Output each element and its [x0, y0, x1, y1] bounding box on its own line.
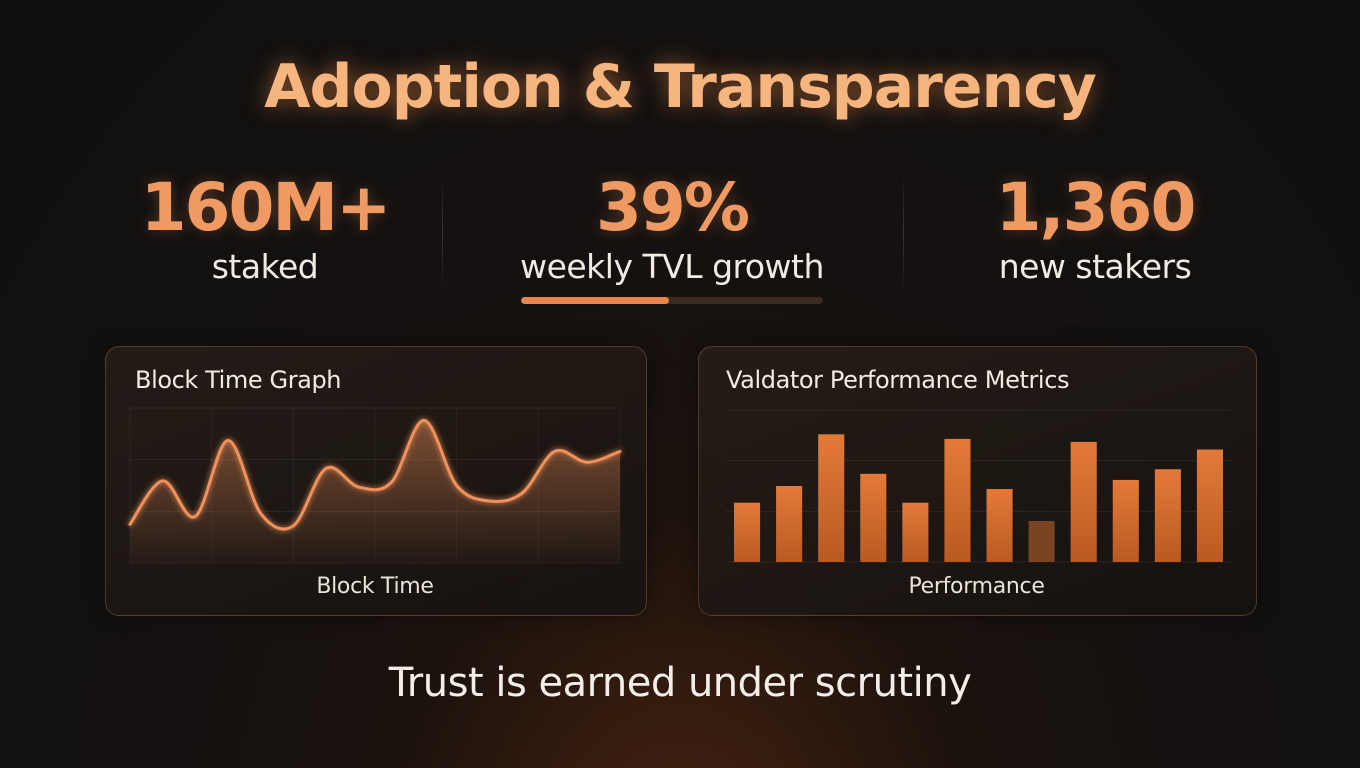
stat-divider-right: [903, 172, 904, 292]
validator-xlabel: Performance: [908, 574, 1045, 599]
page-title: Adoption & Transparency: [264, 52, 1097, 122]
tvl-progress-bar: [521, 297, 823, 304]
stat-staked: 160M+ staked: [115, 170, 415, 288]
stat-divider-left: [442, 172, 443, 292]
stat-tvl-growth: 39% weekly TVL growth: [472, 170, 872, 288]
block-time-area: [130, 420, 620, 563]
performance-bar-12: [1196, 449, 1224, 562]
tvl-progress-fill: [521, 297, 669, 304]
stat-label-new-stakers: new stakers: [998, 247, 1192, 286]
performance-bar-6: [944, 438, 971, 562]
performance-bar-7: [986, 489, 1013, 562]
block-time-line: [128, 418, 622, 531]
block-time-title: Block Time Graph: [135, 366, 342, 394]
stat-label-tvl-growth: weekly TVL growth: [520, 247, 824, 286]
performance-bar-11: [1154, 469, 1181, 562]
stat-value-staked: 160M+: [140, 169, 392, 246]
performance-bar-3: [818, 434, 845, 562]
tagline: Trust is earned under scrutiny: [388, 660, 972, 706]
performance-bar-10: [1112, 479, 1139, 562]
validator-title: Valdator Performance Metrics: [726, 366, 1070, 394]
performance-bar-8: [1028, 520, 1055, 562]
stat-new-stakers: 1,360 new stakers: [945, 170, 1245, 288]
performance-bar-5: [902, 502, 929, 562]
performance-bar-1: [733, 502, 761, 562]
block-time-chart: [128, 407, 622, 564]
performance-bar-4: [860, 473, 887, 562]
stat-value-new-stakers: 1,360: [995, 169, 1197, 246]
block-time-xlabel: Block Time: [316, 574, 434, 599]
validator-chart: [726, 409, 1231, 563]
performance-bar-2: [776, 486, 803, 562]
performance-bar-9: [1070, 441, 1097, 562]
stat-value-tvl-growth: 39%: [596, 169, 750, 246]
stat-label-staked: staked: [211, 247, 319, 286]
